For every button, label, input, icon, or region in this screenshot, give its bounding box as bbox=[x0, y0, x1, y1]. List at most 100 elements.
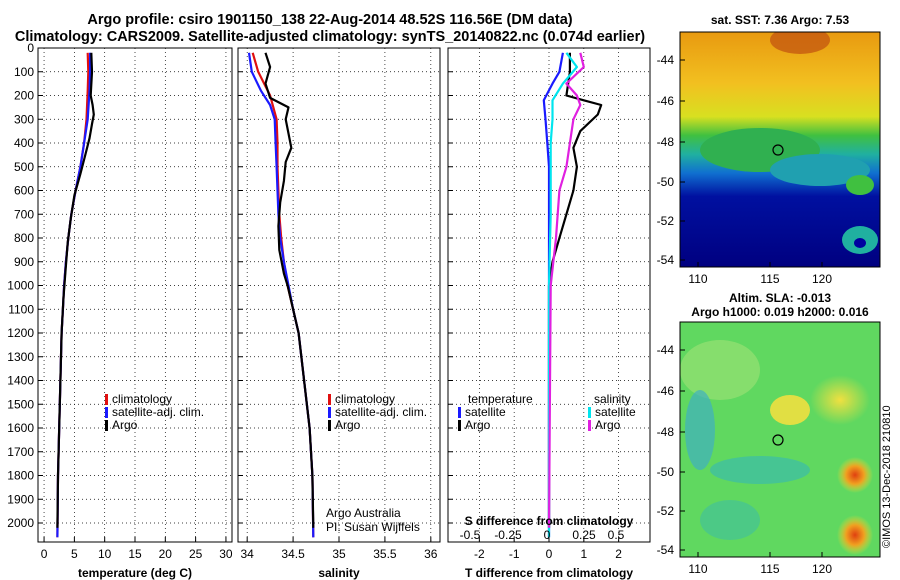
s-diff-tick-label: 0.5 bbox=[608, 528, 625, 542]
legend-label: Argo bbox=[595, 418, 621, 432]
sla-map-frame bbox=[679, 321, 881, 558]
map-x-tick-label: 120 bbox=[812, 272, 832, 286]
x-tick-label: 0 bbox=[41, 547, 48, 561]
s-diff-tick-label: 0.25 bbox=[572, 528, 596, 542]
panel-frame bbox=[37, 47, 233, 543]
y-tick-label: 1700 bbox=[7, 445, 34, 459]
y-tick-label: 2000 bbox=[7, 516, 34, 530]
map-y-tick-label: -52 bbox=[657, 214, 675, 228]
x-tick-label: 34 bbox=[241, 547, 255, 561]
x-tick-label: 30 bbox=[219, 547, 233, 561]
sla-map-title-2: Argo h1000: 0.019 h2000: 0.016 bbox=[691, 305, 869, 319]
map-y-tick-label: -46 bbox=[657, 384, 675, 398]
title-line-1: Argo profile: csiro 1901150_138 22-Aug-2… bbox=[87, 12, 573, 28]
y-tick-label: 800 bbox=[14, 231, 34, 245]
y-tick-label: 1000 bbox=[7, 279, 34, 293]
legend-swatch bbox=[458, 420, 461, 431]
y-tick-label: 100 bbox=[14, 65, 34, 79]
series-t-argo bbox=[547, 52, 603, 528]
legend-title-temperature: temperature bbox=[468, 392, 533, 406]
x-axis-label: T difference from climatology bbox=[465, 566, 633, 580]
series-climatology bbox=[56, 52, 90, 538]
map-x-tick-label: 110 bbox=[688, 562, 707, 576]
sla-heatmap bbox=[680, 322, 880, 557]
sst-map-ticks: -44 -46 -48 -50 -52 -54 110 115 120 bbox=[657, 53, 833, 286]
x-tick-label: -1 bbox=[509, 547, 520, 561]
map-y-tick-label: -54 bbox=[657, 253, 675, 267]
map-y-tick-label: -48 bbox=[657, 135, 675, 149]
sst-map-argo-marker bbox=[772, 144, 784, 156]
series-s-satellite bbox=[547, 52, 579, 538]
y-tick-label: 700 bbox=[14, 207, 34, 221]
series-climatology bbox=[251, 52, 315, 538]
panel-temperature: 0 5 10 15 20 25 30 temperature (deg C) 0 100 200 30… bbox=[7, 41, 233, 580]
legend-swatch bbox=[105, 407, 108, 418]
series-t-satellite bbox=[542, 52, 564, 538]
sst-map-frame bbox=[679, 31, 881, 268]
map-y-tick-label: -48 bbox=[657, 425, 675, 439]
y-tick-label: 400 bbox=[14, 136, 34, 150]
series-satellite-adj-clim- bbox=[247, 52, 315, 538]
x-tick-label: 36 bbox=[424, 547, 438, 561]
series-s-argo bbox=[547, 52, 585, 528]
sla-map-ticks: -44 -46 -48 -50 -52 -54 110 115 120 bbox=[657, 343, 833, 576]
x-tick-label: 25 bbox=[189, 547, 203, 561]
x-tick-label: 5 bbox=[71, 547, 78, 561]
legend-title-salinity: salinity bbox=[594, 392, 631, 406]
map-y-tick-label: -44 bbox=[657, 343, 675, 357]
annotation-pi: PI: Susan Wijffels bbox=[326, 520, 420, 534]
s-diff-tick-label: -0.25 bbox=[494, 528, 522, 542]
y-tick-label: 600 bbox=[14, 184, 34, 198]
legend-swatch bbox=[458, 407, 461, 418]
legend-label: Argo bbox=[335, 418, 361, 432]
map-x-tick-label: 110 bbox=[688, 272, 707, 286]
y-tick-label: 1900 bbox=[7, 492, 34, 506]
sla-map-argo-marker bbox=[772, 434, 784, 446]
x-tick-label: 35 bbox=[332, 547, 346, 561]
x-tick-label: 35.5 bbox=[373, 547, 397, 561]
panel-salinity: 34 34.5 35 35.5 36 salinity bbox=[237, 47, 441, 580]
legend-label: climatology bbox=[112, 392, 172, 406]
y-tick-label: 1100 bbox=[8, 302, 34, 316]
panel-frame bbox=[237, 47, 441, 543]
x-axis-label: salinity bbox=[318, 566, 360, 580]
map-y-tick-label: -46 bbox=[657, 94, 675, 108]
copyright-caption: ©IMOS 13-Dec-2018 210810 bbox=[881, 405, 893, 548]
s-diff-tick-label: 0 bbox=[544, 528, 551, 542]
legend-swatch bbox=[328, 420, 331, 431]
y-tick-label: 0 bbox=[27, 41, 34, 55]
map-y-tick-label: -44 bbox=[657, 53, 675, 67]
y-tick-label: 500 bbox=[14, 160, 34, 174]
legend-swatch bbox=[105, 420, 108, 431]
y-tick-label: 200 bbox=[14, 89, 34, 103]
x-tick-label: 0 bbox=[546, 547, 553, 561]
title-line-2: Climatology: CARS2009. Satellite-adjuste… bbox=[14, 29, 646, 45]
x-tick-label: 15 bbox=[128, 547, 142, 561]
map-x-tick-label: 115 bbox=[760, 562, 779, 576]
series-argo bbox=[56, 52, 95, 528]
y-tick-label: 1600 bbox=[7, 421, 34, 435]
panel-differences: -2 -1 0 1 2 T difference from climatology bbox=[447, 47, 651, 580]
legend-swatch bbox=[328, 394, 331, 405]
annotation-argo-australia: Argo Australia bbox=[326, 506, 401, 520]
x-tick-label: 1 bbox=[580, 547, 587, 561]
y-tick-label: 1800 bbox=[7, 469, 34, 483]
legend-label: Argo bbox=[112, 418, 138, 432]
legend-swatch bbox=[328, 407, 331, 418]
y-tick-label: 1200 bbox=[7, 326, 34, 340]
x-tick-label: 2 bbox=[615, 547, 622, 561]
legend-label: satellite-adj. clim. bbox=[112, 405, 204, 419]
y-tick-label: 1300 bbox=[7, 350, 34, 364]
series-argo bbox=[264, 52, 315, 528]
sla-map-title-1: Altim. SLA: -0.013 bbox=[729, 291, 831, 305]
y-tick-label: 1400 bbox=[7, 374, 34, 388]
x-tick-label: 10 bbox=[98, 547, 112, 561]
legend-swatch bbox=[588, 420, 591, 431]
x-tick-label: 34.5 bbox=[281, 547, 305, 561]
sst-heatmap bbox=[680, 32, 880, 267]
s-diff-label: S difference from climatology bbox=[465, 514, 634, 528]
sst-map-title: sat. SST: 7.36 Argo: 7.53 bbox=[711, 13, 850, 27]
legend-label: satellite bbox=[465, 405, 506, 419]
x-tick-label: 20 bbox=[159, 547, 173, 561]
